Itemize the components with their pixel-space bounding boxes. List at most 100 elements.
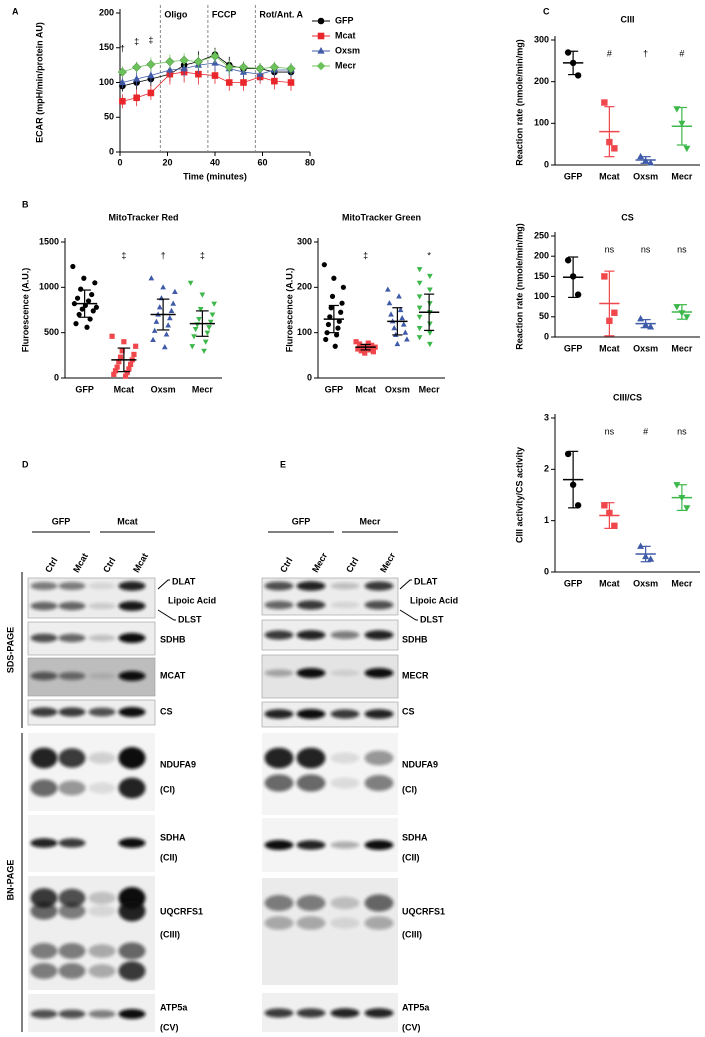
blot-band — [264, 1008, 294, 1018]
y-tick-label: 50 — [104, 112, 114, 122]
y-tick-label: 2 — [544, 464, 549, 474]
legend-label: Oxsm — [335, 45, 360, 55]
y-tick-label: 250 — [534, 230, 549, 240]
marker — [386, 300, 393, 306]
marker — [416, 326, 423, 332]
blot-band — [264, 895, 294, 911]
band-label: (CIII) — [160, 929, 180, 939]
label-bracket — [399, 579, 412, 590]
blot-band — [118, 707, 146, 717]
band-label: MCAT — [160, 670, 186, 680]
band-label: CS — [402, 706, 415, 716]
blot-band — [118, 1009, 146, 1019]
marker — [400, 321, 407, 327]
blot-band — [58, 780, 86, 796]
marker — [81, 275, 87, 281]
marker — [240, 79, 247, 86]
marker — [329, 293, 336, 299]
y-tick-label: 300 — [534, 34, 549, 44]
group-label: GFP — [52, 516, 71, 526]
x-tick-label: 40 — [210, 157, 220, 167]
y-tick-label: 0 — [109, 146, 114, 156]
band-label: UQCRFS1 — [402, 906, 445, 916]
marker — [119, 348, 125, 354]
blot-band — [364, 1008, 394, 1018]
marker — [271, 77, 278, 85]
marker — [197, 307, 204, 313]
marker — [416, 280, 423, 286]
marker — [365, 340, 371, 346]
y-tick-label: 100 — [534, 291, 549, 301]
blot-band — [30, 671, 58, 681]
marker — [426, 330, 433, 336]
y-tick-label: 150 — [534, 271, 549, 281]
blot-band — [30, 902, 58, 920]
marker — [637, 542, 645, 549]
band-label: UQCRFS1 — [160, 906, 203, 916]
blot-band — [30, 633, 58, 643]
blot-band — [364, 894, 394, 912]
marker — [416, 294, 423, 300]
marker — [673, 482, 681, 489]
annotation: # — [679, 48, 684, 58]
marker — [338, 309, 344, 315]
group-label: GFP — [292, 516, 311, 526]
y-tick-label: 1000 — [39, 282, 59, 292]
marker — [370, 349, 377, 355]
annotation: ‡ — [121, 250, 126, 260]
marker — [147, 71, 155, 79]
band-label: SDHB — [402, 634, 428, 644]
annotation: † — [120, 44, 125, 54]
y-tick-label: 1500 — [39, 236, 59, 246]
marker — [325, 321, 332, 328]
marker — [119, 97, 126, 105]
x-tick-label: Oxsm — [633, 343, 658, 353]
band-label: Lipoic Acid — [410, 595, 458, 605]
marker — [73, 321, 79, 327]
blot-band — [88, 752, 116, 764]
annotation: ns — [605, 426, 615, 436]
marker — [122, 373, 129, 379]
marker — [189, 344, 196, 350]
x-tick-label: Oxsm — [633, 171, 658, 181]
marker — [170, 300, 177, 306]
lane-label: Mecr — [310, 551, 329, 575]
y-tick-label: 500 — [44, 327, 59, 337]
blot-band — [118, 838, 146, 848]
marker — [388, 311, 394, 317]
blot-band — [118, 747, 146, 769]
marker — [109, 333, 115, 339]
marker — [317, 32, 325, 40]
blot-band — [364, 916, 394, 930]
blot-band — [330, 777, 360, 789]
marker — [117, 354, 124, 360]
band-label: MECR — [402, 670, 429, 680]
marker — [191, 334, 197, 340]
marker — [146, 59, 156, 70]
blot-band — [264, 630, 294, 640]
blot-band — [296, 895, 326, 911]
marker — [128, 361, 134, 367]
blot-band — [88, 891, 116, 905]
marker — [396, 293, 402, 299]
marker — [564, 49, 572, 56]
marker — [117, 67, 128, 77]
marker — [426, 273, 433, 280]
band-label: (CV) — [160, 1022, 179, 1032]
panel-letter: E — [280, 459, 286, 469]
blot-band — [264, 840, 294, 850]
marker — [168, 307, 175, 313]
marker — [564, 450, 572, 458]
blot-band — [118, 777, 146, 799]
marker — [269, 62, 280, 72]
blot-band — [264, 600, 294, 610]
marker — [124, 369, 130, 376]
blot-band — [30, 963, 58, 979]
blot-band — [296, 747, 326, 769]
chart-title: CS — [621, 212, 634, 222]
marker — [93, 304, 99, 310]
marker — [156, 304, 163, 310]
marker — [199, 292, 206, 298]
legend-label: Mecr — [335, 60, 357, 70]
band-label: CS — [160, 706, 173, 716]
